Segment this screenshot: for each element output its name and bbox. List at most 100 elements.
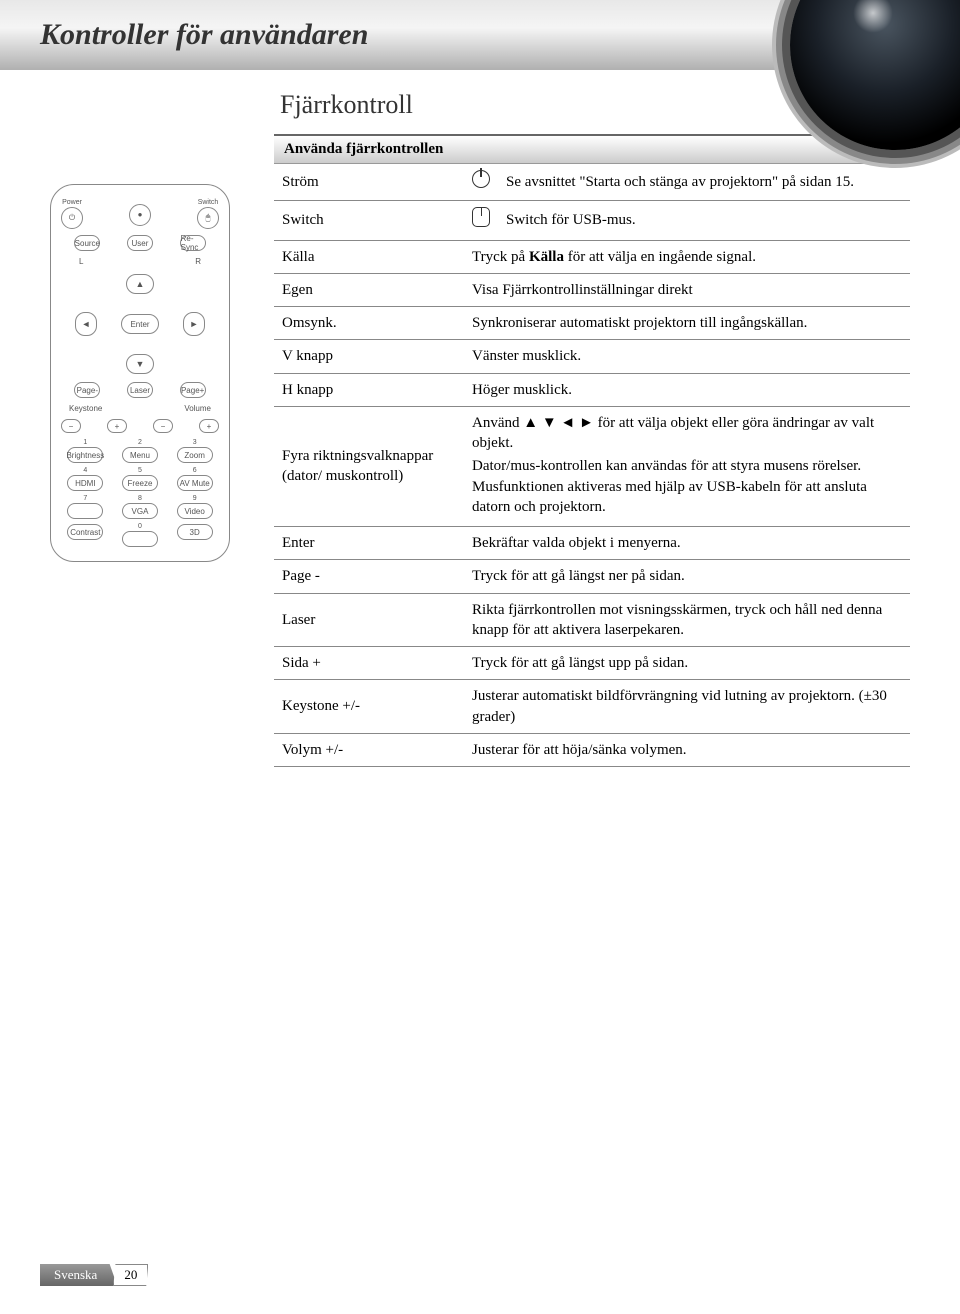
table-row: EgenVisa Fjärrkontrollinställningar dire… bbox=[274, 273, 910, 306]
remote-l-label: L bbox=[79, 257, 83, 266]
control-label: Egen bbox=[274, 273, 464, 306]
table-row: EnterBekräftar valda objekt i menyerna. bbox=[274, 527, 910, 560]
remote-r-label: R bbox=[195, 257, 201, 266]
dpad-left: ◄ bbox=[75, 312, 97, 336]
numpad-cell: 1Brightness bbox=[61, 439, 110, 463]
table-row: LaserRikta fjärrkontrollen mot visningss… bbox=[274, 593, 910, 647]
numpad-button: Freeze bbox=[122, 475, 158, 491]
control-description: Visa Fjärrkontrollinställningar direkt bbox=[464, 273, 910, 306]
dpad-enter: Enter bbox=[121, 314, 159, 334]
control-label: Keystone +/- bbox=[274, 680, 464, 734]
remote-column: Power⏻ ● Switch🖱 Source User Re-Sync L R bbox=[50, 134, 250, 767]
numpad-cell: 0 bbox=[116, 523, 165, 547]
footer-page-number: 20 bbox=[113, 1264, 148, 1286]
control-label: Page - bbox=[274, 560, 464, 593]
control-label: Switch bbox=[274, 201, 464, 240]
numpad-number: 4 bbox=[83, 467, 87, 474]
remote-label: Switch bbox=[198, 199, 219, 206]
table-row: KällaTryck på Källa för att välja en ing… bbox=[274, 240, 910, 273]
controls-table: StrömSe avsnittet "Starta och stänga av … bbox=[274, 164, 910, 767]
numpad-cell: 7 bbox=[61, 495, 110, 519]
numpad-button: HDMI bbox=[67, 475, 103, 491]
control-description: Tryck för att gå längst upp på sidan. bbox=[464, 647, 910, 680]
numpad-button: Menu bbox=[122, 447, 158, 463]
remote-page-plus: Page+ bbox=[180, 382, 206, 398]
numpad-button: AV Mute bbox=[177, 475, 213, 491]
remote-label: Power bbox=[62, 199, 82, 206]
numpad-cell: 3D bbox=[170, 523, 219, 547]
table-row: H knappHöger musklick. bbox=[274, 373, 910, 406]
mouse-icon bbox=[464, 201, 498, 240]
numpad-number: 2 bbox=[138, 439, 142, 446]
numpad-button: Zoom bbox=[177, 447, 213, 463]
control-description: Tryck på Källa för att välja en ingående… bbox=[464, 240, 910, 273]
numpad-button: VGA bbox=[122, 503, 158, 519]
numpad-cell: 2Menu bbox=[116, 439, 165, 463]
footer: Svenska 20 bbox=[40, 1264, 148, 1286]
numpad-button: Contrast bbox=[67, 524, 103, 540]
numpad-button bbox=[67, 503, 103, 519]
remote-diagram: Power⏻ ● Switch🖱 Source User Re-Sync L R bbox=[50, 184, 230, 562]
control-label: H knapp bbox=[274, 373, 464, 406]
numpad-cell: 3Zoom bbox=[170, 439, 219, 463]
remote-keystone-label: Keystone bbox=[69, 404, 102, 413]
control-label: Ström bbox=[274, 164, 464, 201]
remote-source-button: Source bbox=[74, 235, 100, 251]
dpad-down: ▼ bbox=[126, 354, 154, 374]
numpad-button bbox=[122, 531, 158, 547]
table-row: Page -Tryck för att gå längst ner på sid… bbox=[274, 560, 910, 593]
volume-plus: + bbox=[199, 419, 219, 433]
remote-resync-button: Re-Sync bbox=[180, 235, 206, 251]
remote-power-button: ⏻ bbox=[61, 207, 83, 229]
control-label: Källa bbox=[274, 240, 464, 273]
footer-language: Svenska bbox=[40, 1264, 117, 1286]
numpad-cell: 5Freeze bbox=[116, 467, 165, 491]
numpad-cell: 9Video bbox=[170, 495, 219, 519]
numpad-cell: 6AV Mute bbox=[170, 467, 219, 491]
control-description: Använd ▲ ▼ ◄ ► för att välja objekt elle… bbox=[464, 406, 910, 526]
control-description: Switch för USB-mus. bbox=[498, 201, 910, 240]
table-row: Sida +Tryck för att gå längst upp på sid… bbox=[274, 647, 910, 680]
numpad-number: 7 bbox=[83, 495, 87, 502]
power-icon bbox=[464, 164, 498, 201]
dpad-up: ▲ bbox=[126, 274, 154, 294]
table-row: V knappVänster musklick. bbox=[274, 340, 910, 373]
control-label: Omsynk. bbox=[274, 307, 464, 340]
table-row: Fyra riktningsvalknappar (dator/ muskont… bbox=[274, 406, 910, 526]
table-column: Använda fjärrkontrollen StrömSe avsnitte… bbox=[274, 134, 910, 767]
control-label: Fyra riktningsvalknappar (dator/ muskont… bbox=[274, 406, 464, 526]
control-description: Justerar automatiskt bildförvrängning vi… bbox=[464, 680, 910, 734]
remote-dpad: ▲ ▼ ◄ ► Enter bbox=[75, 274, 205, 374]
control-description: Bekräftar valda objekt i menyerna. bbox=[464, 527, 910, 560]
dpad-right: ► bbox=[183, 312, 205, 336]
control-description: Höger musklick. bbox=[464, 373, 910, 406]
remote-page-minus: Page- bbox=[74, 382, 100, 398]
remote-volume-label: Volume bbox=[184, 404, 211, 413]
numpad-number: 6 bbox=[193, 467, 197, 474]
control-label: Laser bbox=[274, 593, 464, 647]
table-row: Switch Switch för USB-mus. bbox=[274, 201, 910, 240]
page-title: Kontroller för användaren bbox=[40, 18, 368, 52]
remote-led: ● bbox=[129, 204, 151, 226]
control-description: Tryck för att gå längst ner på sidan. bbox=[464, 560, 910, 593]
control-description: Justerar för att höja/sänka volymen. bbox=[464, 733, 910, 766]
table-row: Volym +/-Justerar för att höja/sänka vol… bbox=[274, 733, 910, 766]
keystone-plus: + bbox=[107, 419, 127, 433]
control-label: Volym +/- bbox=[274, 733, 464, 766]
remote-switch-button: 🖱 bbox=[197, 207, 219, 229]
numpad-number: 5 bbox=[138, 467, 142, 474]
numpad-number: 1 bbox=[83, 439, 87, 446]
numpad-cell: Contrast bbox=[61, 523, 110, 547]
numpad-number: 9 bbox=[193, 495, 197, 502]
volume-minus: − bbox=[153, 419, 173, 433]
content-area: Fjärrkontroll Power⏻ ● Switch🖱 Source Us… bbox=[0, 70, 960, 767]
remote-numpad: 1Brightness2Menu3Zoom4HDMI5Freeze6AV Mut… bbox=[61, 439, 219, 547]
numpad-button: Video bbox=[177, 503, 213, 519]
table-header: Använda fjärrkontrollen bbox=[274, 134, 910, 164]
table-row: Keystone +/-Justerar automatiskt bildför… bbox=[274, 680, 910, 734]
numpad-cell: 8VGA bbox=[116, 495, 165, 519]
remote-user-button: User bbox=[127, 235, 153, 251]
numpad-cell: 4HDMI bbox=[61, 467, 110, 491]
header-bar: Kontroller för användaren bbox=[0, 0, 960, 70]
control-description: Vänster musklick. bbox=[464, 340, 910, 373]
